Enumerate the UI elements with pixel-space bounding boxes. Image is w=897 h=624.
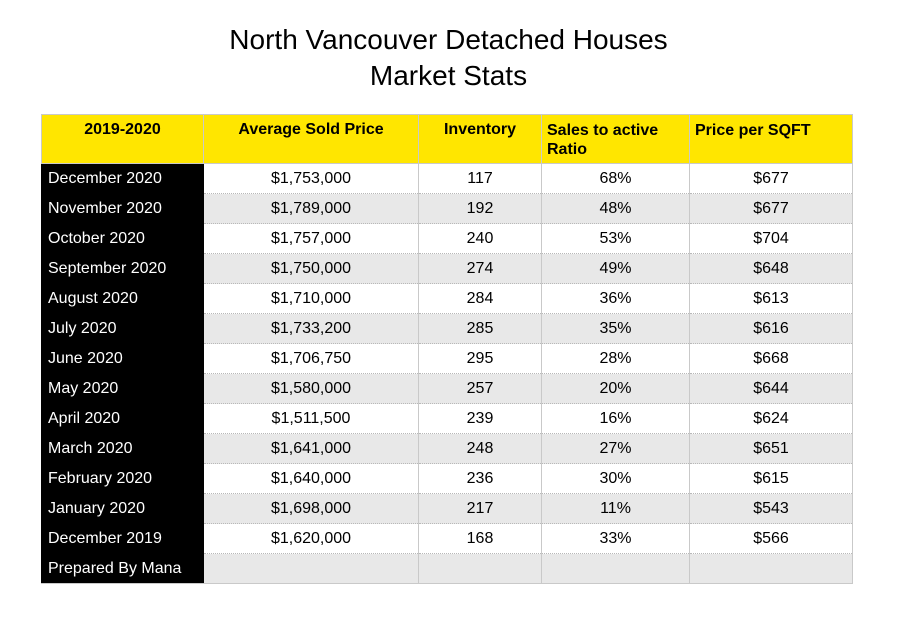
cell-inventory: 257 (418, 373, 542, 404)
cell-inventory: 192 (418, 193, 542, 224)
cell-price-per-sqft: $668 (689, 343, 853, 374)
cell-sales-ratio: 33% (541, 523, 690, 554)
cell-month: July 2020 (41, 313, 204, 344)
cell-price-per-sqft: $566 (689, 523, 853, 554)
cell-month: January 2020 (41, 493, 204, 524)
cell-average-sold-price: $1,620,000 (203, 523, 419, 554)
cell-sales-ratio: 49% (541, 253, 690, 284)
cell-month: March 2020 (41, 433, 204, 464)
cell-inventory: 239 (418, 403, 542, 434)
title-line-1: North Vancouver Detached Houses (229, 24, 668, 55)
cell-inventory: 240 (418, 223, 542, 254)
cell-month: November 2020 (41, 193, 204, 224)
cell-inventory: 295 (418, 343, 542, 374)
header-sales-to-active-ratio: Sales to active Ratio (541, 114, 690, 164)
cell-sales-ratio: 16% (541, 403, 690, 434)
cell-sales-ratio: 28% (541, 343, 690, 374)
cell-month: May 2020 (41, 373, 204, 404)
cell-month: September 2020 (41, 253, 204, 284)
table-footer-row: Prepared By Mana (41, 553, 853, 584)
table-row: January 2020 $1,698,000 217 11% $543 (41, 493, 853, 524)
cell-month: December 2020 (41, 163, 204, 194)
table-row: December 2019 $1,620,000 168 33% $566 (41, 523, 853, 554)
cell-month: August 2020 (41, 283, 204, 314)
cell-average-sold-price: $1,757,000 (203, 223, 419, 254)
cell-sales-ratio: 48% (541, 193, 690, 224)
cell-sales-ratio: 53% (541, 223, 690, 254)
cell-inventory: 285 (418, 313, 542, 344)
cell-inventory: 168 (418, 523, 542, 554)
empty-cell (203, 553, 419, 584)
cell-average-sold-price: $1,580,000 (203, 373, 419, 404)
table-row: May 2020 $1,580,000 257 20% $644 (41, 373, 853, 404)
header-row: 2019-2020 Average Sold Price Inventory S… (41, 114, 853, 164)
table-row: March 2020 $1,641,000 248 27% $651 (41, 433, 853, 464)
table-row: November 2020 $1,789,000 192 48% $677 (41, 193, 853, 224)
table-row: September 2020 $1,750,000 274 49% $648 (41, 253, 853, 284)
cell-price-per-sqft: $704 (689, 223, 853, 254)
cell-average-sold-price: $1,641,000 (203, 433, 419, 464)
cell-average-sold-price: $1,750,000 (203, 253, 419, 284)
cell-average-sold-price: $1,710,000 (203, 283, 419, 314)
empty-cell (689, 553, 853, 584)
cell-average-sold-price: $1,733,200 (203, 313, 419, 344)
table-row: October 2020 $1,757,000 240 53% $704 (41, 223, 853, 254)
cell-month: December 2019 (41, 523, 204, 554)
table-row: December 2020 $1,753,000 117 68% $677 (41, 163, 853, 194)
table-row: August 2020 $1,710,000 284 36% $613 (41, 283, 853, 314)
cell-average-sold-price: $1,640,000 (203, 463, 419, 494)
cell-average-sold-price: $1,706,750 (203, 343, 419, 374)
cell-price-per-sqft: $616 (689, 313, 853, 344)
table-row: April 2020 $1,511,500 239 16% $624 (41, 403, 853, 434)
cell-month: February 2020 (41, 463, 204, 494)
table-row: February 2020 $1,640,000 236 30% $615 (41, 463, 853, 494)
cell-price-per-sqft: $677 (689, 193, 853, 224)
cell-month: October 2020 (41, 223, 204, 254)
cell-inventory: 284 (418, 283, 542, 314)
prepared-by-label: Prepared By Mana (41, 553, 204, 584)
cell-price-per-sqft: $651 (689, 433, 853, 464)
cell-inventory: 274 (418, 253, 542, 284)
cell-month: June 2020 (41, 343, 204, 374)
cell-price-per-sqft: $677 (689, 163, 853, 194)
cell-month: April 2020 (41, 403, 204, 434)
cell-inventory: 248 (418, 433, 542, 464)
cell-sales-ratio: 68% (541, 163, 690, 194)
cell-price-per-sqft: $648 (689, 253, 853, 284)
title-line-2: Market Stats (369, 60, 528, 91)
cell-sales-ratio: 27% (541, 433, 690, 464)
header-inventory: Inventory (418, 114, 542, 164)
cell-sales-ratio: 35% (541, 313, 690, 344)
table-body: December 2020 $1,753,000 117 68% $677 Novembe… (41, 163, 853, 584)
header-period: 2019-2020 (41, 114, 204, 164)
cell-sales-ratio: 30% (541, 463, 690, 494)
table-row: June 2020 $1,706,750 295 28% $668 (41, 343, 853, 374)
cell-inventory: 217 (418, 493, 542, 524)
market-stats-table: 2019-2020 Average Sold Price Inventory S… (41, 114, 853, 584)
cell-inventory: 236 (418, 463, 542, 494)
cell-price-per-sqft: $543 (689, 493, 853, 524)
header-average-sold-price: Average Sold Price (203, 114, 419, 164)
cell-price-per-sqft: $644 (689, 373, 853, 404)
cell-sales-ratio: 36% (541, 283, 690, 314)
table-header: 2019-2020 Average Sold Price Inventory S… (41, 114, 853, 164)
cell-inventory: 117 (418, 163, 542, 194)
header-price-per-sqft: Price per SQFT (689, 114, 853, 164)
cell-average-sold-price: $1,789,000 (203, 193, 419, 224)
empty-cell (418, 553, 542, 584)
cell-sales-ratio: 20% (541, 373, 690, 404)
cell-price-per-sqft: $615 (689, 463, 853, 494)
cell-sales-ratio: 11% (541, 493, 690, 524)
table-row: July 2020 $1,733,200 285 35% $616 (41, 313, 853, 344)
empty-cell (541, 553, 690, 584)
cell-average-sold-price: $1,753,000 (203, 163, 419, 194)
cell-average-sold-price: $1,511,500 (203, 403, 419, 434)
page-title: North Vancouver Detached Houses Market S… (0, 22, 897, 94)
cell-price-per-sqft: $613 (689, 283, 853, 314)
cell-price-per-sqft: $624 (689, 403, 853, 434)
cell-average-sold-price: $1,698,000 (203, 493, 419, 524)
